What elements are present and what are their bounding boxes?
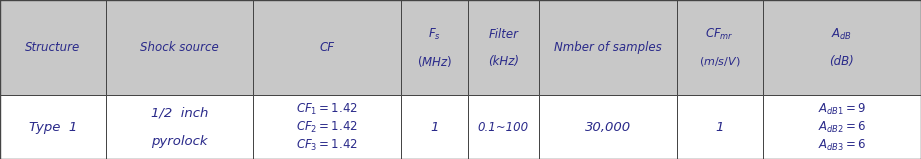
Text: (dB): (dB) [830,55,854,68]
Text: Type  1: Type 1 [29,121,77,134]
Bar [401,95,468,159]
Bar [468,0,539,95]
Bar [677,0,763,95]
Text: Nmber of samples: Nmber of samples [554,41,661,54]
Text: pyrolock: pyrolock [151,135,208,148]
Text: $(MHz)$: $(MHz)$ [416,54,452,69]
Text: Structure: Structure [26,41,80,54]
Text: $(m/s/V)$: $(m/s/V)$ [699,55,740,68]
Text: $CF_2=1.42$: $CF_2=1.42$ [296,120,358,135]
Bar [253,0,401,95]
Text: 1: 1 [430,121,438,134]
Text: (kHz): (kHz) [488,55,519,68]
Text: 30,000: 30,000 [585,121,631,134]
Bar [253,95,401,159]
Text: $CF_1=1.42$: $CF_1=1.42$ [296,102,358,117]
Bar [763,95,921,159]
Text: 1: 1 [716,121,724,134]
Text: $A_{dB3}=6$: $A_{dB3}=6$ [818,138,866,152]
Bar [106,95,253,159]
Bar [401,0,468,95]
Text: $A_{dB1}=9$: $A_{dB1}=9$ [818,102,866,117]
Bar [468,95,539,159]
Bar [0,0,106,95]
Text: $A_{dB}$: $A_{dB}$ [832,27,852,42]
Bar [763,0,921,95]
Bar [0,95,106,159]
Bar [539,0,677,95]
Text: $F_s$: $F_s$ [428,27,440,42]
Bar [539,95,677,159]
Text: Filter: Filter [488,28,519,41]
Text: Shock source: Shock source [140,41,219,54]
Bar [677,95,763,159]
Text: $CF_3=1.42$: $CF_3=1.42$ [296,138,358,152]
Text: $A_{dB2}=6$: $A_{dB2}=6$ [818,120,866,135]
Text: CF: CF [320,41,334,54]
Text: 1/2  inch: 1/2 inch [151,106,208,119]
Text: $CF_{mr}$: $CF_{mr}$ [705,27,734,42]
Bar [106,0,253,95]
Text: 0.1~100: 0.1~100 [478,121,529,134]
